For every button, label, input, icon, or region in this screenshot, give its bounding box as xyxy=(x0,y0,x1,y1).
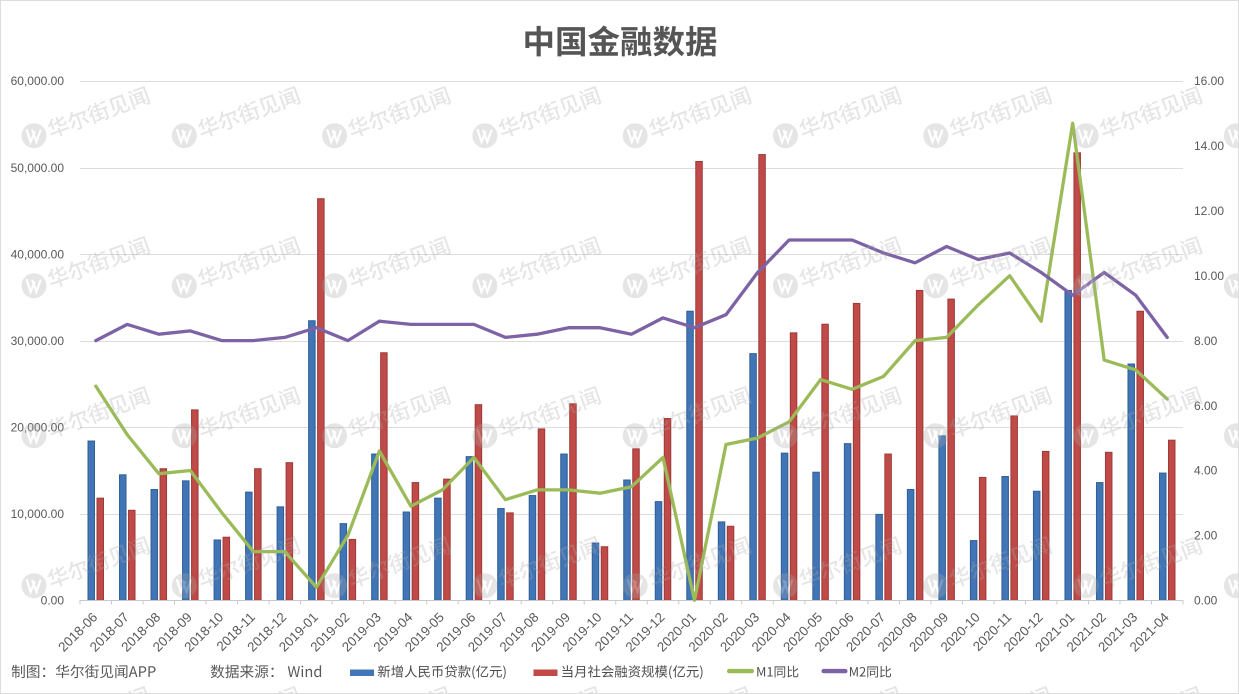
svg-text:30,000.00: 30,000.00 xyxy=(11,334,65,348)
svg-text:2.00: 2.00 xyxy=(1194,529,1218,543)
svg-text:8.00: 8.00 xyxy=(1194,334,1218,348)
svg-text:60,000.00: 60,000.00 xyxy=(11,74,65,88)
svg-text:10,000.00: 10,000.00 xyxy=(11,507,65,521)
svg-text:10.00: 10.00 xyxy=(1194,269,1224,283)
svg-text:0.00: 0.00 xyxy=(41,594,65,608)
svg-text:12.00: 12.00 xyxy=(1194,204,1224,218)
svg-text:16.00: 16.00 xyxy=(1194,74,1224,88)
svg-text:14.00: 14.00 xyxy=(1194,139,1224,153)
svg-text:40,000.00: 40,000.00 xyxy=(11,247,65,261)
svg-text:6.00: 6.00 xyxy=(1194,399,1218,413)
svg-text:50,000.00: 50,000.00 xyxy=(11,161,65,175)
svg-text:4.00: 4.00 xyxy=(1194,464,1218,478)
svg-text:0.00: 0.00 xyxy=(1194,594,1218,608)
